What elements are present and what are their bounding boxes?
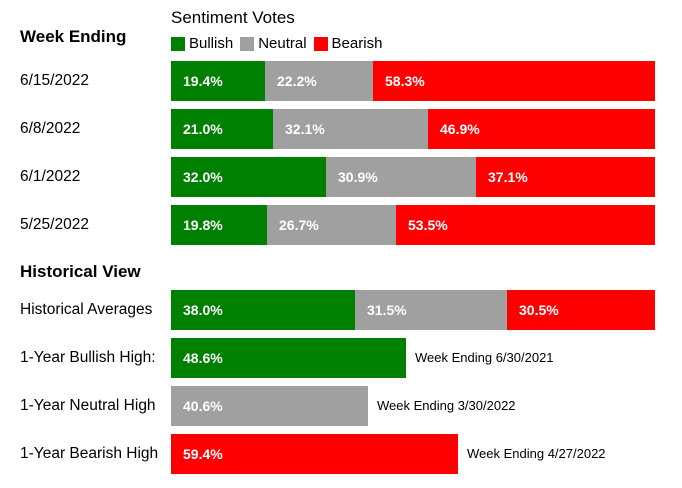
bar-segment-neutral: 31.5% bbox=[355, 290, 507, 330]
weekly-bar: 19.4% 22.2% 58.3% bbox=[171, 61, 655, 101]
bar-segment-neutral: 40.6% bbox=[171, 386, 368, 426]
legend-swatch-bearish bbox=[313, 36, 328, 51]
bar-segment-neutral: 22.2% bbox=[265, 61, 373, 101]
bar-segment-bullish: 48.6% bbox=[171, 338, 406, 378]
historical-bar: 38.0% 31.5% 30.5% bbox=[171, 290, 655, 330]
week-label: 6/1/2022 bbox=[20, 168, 81, 185]
high-week-note: Week Ending 3/30/2022 bbox=[377, 398, 516, 413]
historical-label: 1-Year Neutral High bbox=[20, 397, 156, 414]
bar-segment-bullish: 19.4% bbox=[171, 61, 265, 101]
historical-bar: 59.4% bbox=[171, 434, 458, 474]
legend-label-bearish: Bearish bbox=[331, 35, 383, 52]
bar-segment-bearish: 58.3% bbox=[373, 61, 655, 101]
legend-swatch-bullish bbox=[171, 36, 185, 51]
bar-segment-neutral: 30.9% bbox=[326, 157, 476, 197]
legend-item-bearish: Bearish bbox=[313, 35, 383, 52]
historical-label: Historical Averages bbox=[20, 301, 153, 318]
historical-bar: 48.6% bbox=[171, 338, 406, 378]
bar-segment-neutral: 26.7% bbox=[267, 205, 396, 245]
bar-segment-bullish: 21.0% bbox=[171, 109, 273, 149]
weekly-bar: 32.0% 30.9% 37.1% bbox=[171, 157, 655, 197]
bar-segment-bullish: 19.8% bbox=[171, 205, 267, 245]
legend-label-bullish: Bullish bbox=[189, 35, 234, 52]
bar-segment-bullish: 38.0% bbox=[171, 290, 355, 330]
legend-swatch-neutral bbox=[240, 36, 255, 51]
historical-label: 1-Year Bearish High bbox=[20, 445, 159, 462]
bar-segment-neutral: 32.1% bbox=[273, 109, 428, 149]
bar-segment-bullish: 32.0% bbox=[171, 157, 326, 197]
historical-bar: 40.6% bbox=[171, 386, 368, 426]
bar-segment-bearish: 46.9% bbox=[428, 109, 655, 149]
bar-segment-bearish: 59.4% bbox=[171, 434, 458, 474]
chart-title: Sentiment Votes bbox=[171, 8, 295, 27]
legend-item-neutral: Neutral bbox=[240, 35, 307, 52]
legend-label-neutral: Neutral bbox=[258, 35, 307, 52]
week-label: 6/8/2022 bbox=[20, 120, 81, 137]
legend-item-bullish: Bullish bbox=[171, 35, 233, 52]
high-week-note: Week Ending 4/27/2022 bbox=[467, 446, 606, 461]
weekly-bar: 19.8% 26.7% 53.5% bbox=[171, 205, 655, 245]
week-label: 6/15/2022 bbox=[20, 72, 89, 89]
week-ending-heading: Week Ending bbox=[20, 27, 127, 46]
high-week-note: Week Ending 6/30/2021 bbox=[415, 350, 554, 365]
bar-segment-bearish: 30.5% bbox=[507, 290, 655, 330]
legend: Bullish Neutral Bearish bbox=[171, 35, 389, 52]
week-label: 5/25/2022 bbox=[20, 216, 89, 233]
weekly-bar: 21.0% 32.1% 46.9% bbox=[171, 109, 655, 149]
bar-segment-bearish: 53.5% bbox=[396, 205, 655, 245]
historical-view-heading: Historical View bbox=[20, 262, 141, 281]
bar-segment-bearish: 37.1% bbox=[476, 157, 655, 197]
historical-label: 1-Year Bullish High: bbox=[20, 349, 156, 366]
